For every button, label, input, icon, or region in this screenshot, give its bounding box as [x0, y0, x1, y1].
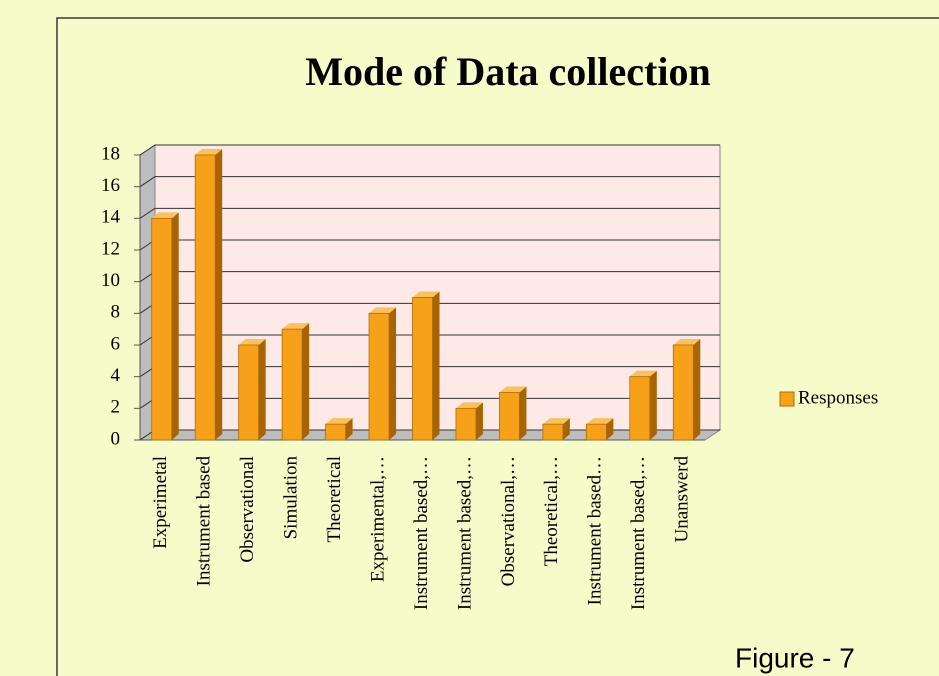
bar — [499, 386, 527, 441]
bar-side — [606, 418, 614, 440]
bar — [672, 339, 701, 441]
bar-top — [412, 291, 440, 298]
bar-front — [629, 376, 651, 441]
x-tick-label: Observational,… — [498, 456, 519, 586]
bar-top — [325, 418, 353, 425]
bar-top — [195, 149, 223, 155]
bar-top — [238, 339, 266, 345]
bar-side — [302, 323, 310, 440]
bar-side — [475, 402, 483, 440]
bar-front — [151, 217, 173, 441]
annotation: Figure - 7 — [735, 642, 855, 673]
legend-swatch — [779, 391, 795, 407]
bar — [238, 339, 266, 441]
bar-front — [238, 344, 260, 441]
bar — [151, 212, 179, 441]
y-tick-label: 8 — [111, 302, 121, 323]
bar-side — [649, 370, 657, 440]
bar-top — [673, 339, 701, 345]
bar-side — [519, 386, 527, 440]
x-tick-label: Experimental,… — [367, 456, 388, 582]
x-tick-label: Instrument based… — [585, 456, 606, 605]
bar-top — [629, 370, 657, 377]
x-tick-label: Theoretical,… — [541, 456, 562, 566]
bar-front — [412, 297, 433, 441]
bar-front — [672, 344, 694, 441]
bar-top — [151, 212, 179, 219]
y-tick-label: 16 — [101, 175, 120, 196]
x-tick-label: Observational — [237, 456, 258, 563]
bar-top — [369, 307, 397, 314]
bar — [412, 291, 440, 441]
y-tick-label: 2 — [111, 397, 121, 418]
y-tick-label: 6 — [111, 333, 121, 354]
bar-front — [585, 423, 607, 441]
bar — [585, 418, 614, 441]
bar — [281, 323, 310, 441]
bar — [368, 307, 397, 441]
x-tick-label: Theoretical — [324, 456, 345, 543]
bar-side — [432, 291, 440, 440]
bar-front — [499, 392, 520, 441]
y-tick-label: 0 — [111, 428, 121, 449]
bar-top — [499, 386, 527, 393]
x-tick-label: Unanswerd — [672, 456, 693, 543]
bar — [194, 149, 223, 441]
bar — [629, 370, 657, 441]
bar-side — [171, 212, 179, 440]
bar-top — [586, 418, 614, 425]
y-tick-label: 14 — [101, 207, 121, 228]
bar-side — [258, 339, 266, 440]
grid-line — [139, 144, 720, 156]
bar — [455, 402, 483, 441]
bar-side — [562, 418, 570, 440]
bar-front — [455, 407, 477, 441]
bar-top — [455, 402, 483, 409]
y-tick-label: 4 — [111, 365, 121, 386]
bar-side — [389, 307, 397, 440]
bar — [542, 418, 570, 441]
x-tick-label: Instrument based — [194, 456, 215, 587]
bar-top — [542, 418, 570, 425]
x-tick-label: Instrument based,… — [411, 456, 432, 610]
y-tick-label: 12 — [101, 238, 120, 259]
bar-front — [281, 328, 303, 441]
bar-side — [693, 339, 701, 440]
x-tick-label: Instrument based,… — [628, 456, 649, 610]
grid-line — [139, 207, 720, 219]
bar — [325, 418, 353, 441]
legend-label: Responses — [798, 387, 878, 408]
bar-front — [542, 423, 564, 441]
bar-top — [282, 323, 310, 330]
y-tick-label: 10 — [101, 270, 120, 291]
bar-front — [194, 154, 216, 441]
y-tick-label: 18 — [101, 143, 120, 164]
x-tick-label: Instrument based,… — [454, 456, 475, 610]
x-tick-label: Experimetal — [150, 456, 171, 549]
bar-front — [368, 312, 390, 441]
bar-front — [325, 423, 346, 441]
chart-title: Mode of Data collection — [305, 49, 710, 94]
grid-line — [139, 176, 720, 188]
x-tick-label: Simulation — [280, 456, 301, 540]
bar-side — [345, 418, 353, 440]
bar-side — [215, 149, 223, 440]
